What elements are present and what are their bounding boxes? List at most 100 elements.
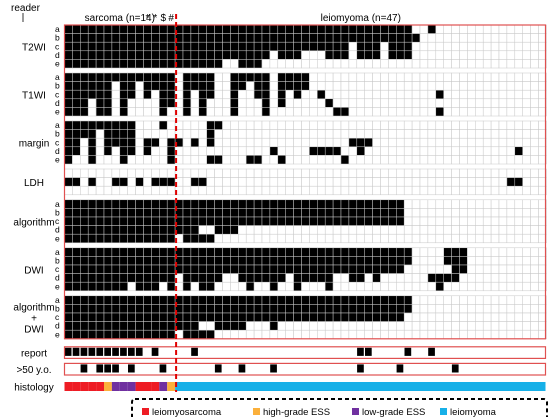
heatmap-cell bbox=[530, 225, 539, 235]
reader-letter: d bbox=[55, 273, 60, 283]
heatmap-cell bbox=[285, 312, 294, 322]
heatmap-cell bbox=[245, 168, 255, 178]
extra-row-cell bbox=[349, 364, 356, 372]
heatmap-cell bbox=[324, 98, 334, 108]
heatmap-cell bbox=[490, 107, 500, 117]
heatmap-cell bbox=[182, 120, 192, 130]
heatmap-cell bbox=[522, 107, 531, 117]
heatmap-cell bbox=[317, 41, 326, 52]
heatmap-cell bbox=[530, 256, 539, 266]
extra-row-cell bbox=[523, 348, 530, 356]
heatmap-cell bbox=[80, 216, 89, 226]
heatmap-cell bbox=[64, 33, 73, 43]
heatmap-cell bbox=[261, 247, 271, 257]
heatmap-cell bbox=[506, 247, 516, 257]
heatmap-cell bbox=[506, 199, 516, 209]
heatmap-cell bbox=[380, 72, 389, 82]
heatmap-cell bbox=[253, 225, 263, 235]
heatmap-cell bbox=[135, 281, 144, 292]
heatmap-cell bbox=[87, 89, 97, 100]
heatmap-cell bbox=[364, 59, 373, 69]
heatmap-cell bbox=[72, 59, 81, 69]
heatmap-cell bbox=[119, 233, 128, 244]
heatmap-cell bbox=[317, 129, 326, 139]
heatmap-cell bbox=[324, 120, 334, 130]
heatmap-cell bbox=[530, 304, 539, 314]
heatmap-cell bbox=[166, 33, 176, 43]
heatmap-cell bbox=[230, 281, 239, 292]
histology-segment bbox=[151, 382, 160, 391]
heatmap-cell bbox=[245, 264, 255, 274]
heatmap-cell bbox=[475, 129, 484, 139]
heatmap-cell bbox=[419, 312, 429, 322]
heatmap-cell bbox=[214, 168, 223, 178]
heatmap-cell bbox=[190, 50, 200, 60]
heatmap-cell bbox=[403, 216, 413, 226]
heatmap-cell bbox=[514, 41, 523, 52]
heatmap-cell bbox=[372, 107, 381, 117]
heatmap-cell bbox=[238, 304, 247, 314]
heatmap-cell bbox=[451, 155, 460, 165]
heatmap-cell bbox=[411, 295, 421, 305]
heatmap-cell bbox=[277, 81, 286, 91]
heatmap-cell bbox=[222, 89, 231, 100]
heatmap-cell bbox=[238, 312, 247, 322]
heatmap-cell bbox=[119, 295, 128, 305]
heatmap-cell bbox=[348, 98, 358, 108]
heatmap-cell bbox=[403, 81, 413, 91]
heatmap-cell bbox=[206, 24, 215, 34]
heatmap-cell bbox=[111, 225, 121, 235]
heatmap-cell bbox=[443, 81, 452, 91]
heatmap-cell bbox=[143, 98, 152, 108]
heatmap-cell bbox=[372, 81, 381, 91]
heatmap-cell bbox=[514, 199, 523, 209]
heatmap-cell bbox=[230, 168, 239, 178]
heatmap-cell bbox=[396, 41, 405, 52]
heatmap-cell bbox=[72, 81, 81, 91]
heatmap-cell bbox=[80, 247, 89, 257]
heatmap-cell bbox=[198, 41, 207, 52]
heatmap-cell bbox=[261, 120, 271, 130]
heatmap-cell bbox=[490, 177, 500, 187]
heatmap-cell bbox=[166, 89, 176, 100]
heatmap-cell bbox=[324, 177, 334, 187]
heatmap-cell bbox=[356, 329, 365, 340]
heatmap-cell bbox=[151, 129, 160, 139]
heatmap-cell bbox=[64, 304, 73, 314]
heatmap-cell bbox=[277, 273, 286, 283]
heatmap-cell bbox=[530, 41, 539, 52]
heatmap-cell bbox=[190, 273, 200, 283]
heatmap-cell bbox=[277, 312, 286, 322]
heatmap-cell bbox=[261, 295, 271, 305]
heatmap-cell bbox=[269, 89, 279, 100]
heatmap-cell bbox=[238, 264, 247, 274]
heatmap-cell bbox=[364, 107, 373, 117]
heatmap-cell bbox=[103, 33, 113, 43]
heatmap-cell bbox=[396, 199, 405, 209]
heatmap-cell bbox=[166, 50, 176, 60]
heatmap-cell bbox=[490, 120, 500, 130]
criterion-label: algorithm bbox=[13, 302, 54, 313]
extra-row-cell bbox=[318, 348, 324, 356]
heatmap-cell bbox=[206, 208, 215, 218]
heatmap-cell bbox=[403, 329, 413, 340]
heatmap-cell bbox=[482, 98, 492, 108]
heatmap-cell bbox=[87, 120, 97, 130]
heatmap-cell bbox=[222, 329, 231, 340]
heatmap-cell bbox=[119, 225, 128, 235]
heatmap-cell bbox=[214, 321, 223, 331]
heatmap-cell bbox=[317, 233, 326, 244]
heatmap-cell bbox=[427, 24, 437, 34]
heatmap-cell bbox=[151, 273, 160, 283]
heatmap-cell bbox=[443, 216, 452, 226]
heatmap-cell bbox=[269, 304, 279, 314]
heatmap-cell bbox=[427, 329, 437, 340]
heatmap-cell bbox=[214, 33, 223, 43]
heatmap-cell bbox=[261, 50, 271, 60]
reader-letter: e bbox=[55, 155, 60, 165]
heatmap-cell bbox=[277, 50, 286, 60]
reader-letter: d bbox=[55, 146, 60, 156]
heatmap-cell bbox=[285, 233, 294, 244]
heatmap-cell bbox=[482, 24, 492, 34]
heatmap-cell bbox=[111, 89, 121, 100]
